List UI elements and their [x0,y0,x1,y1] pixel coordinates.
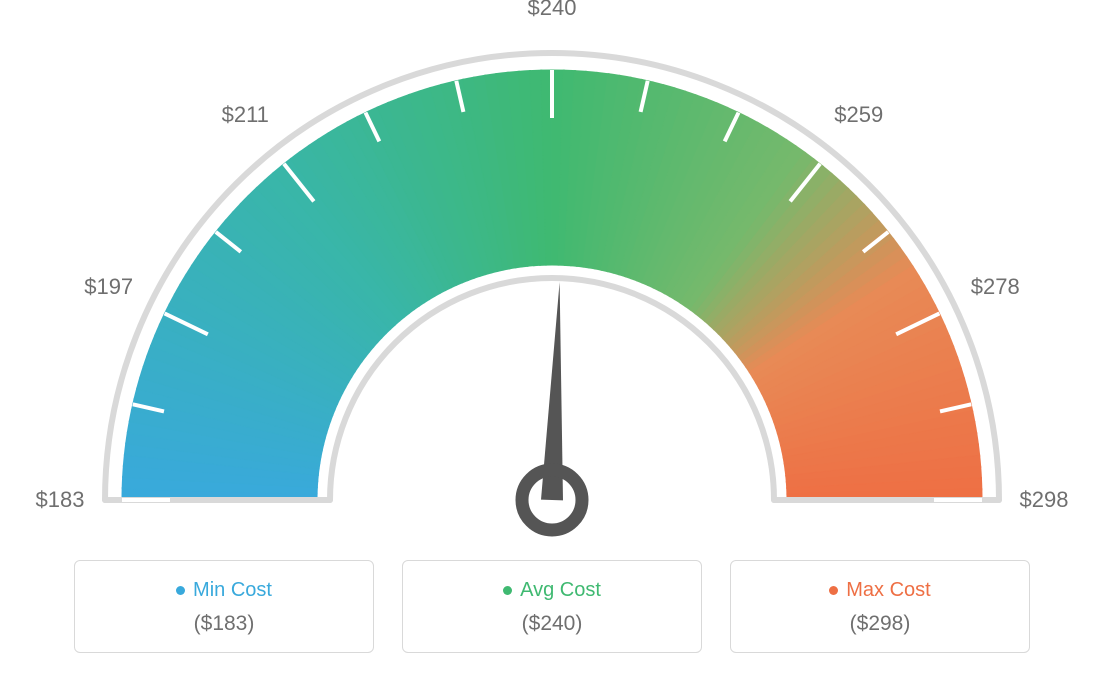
legend-min-label: Min Cost [176,579,272,602]
legend-row: Min Cost ($183) Avg Cost ($240) Max Cost… [0,560,1104,653]
legend-card-max: Max Cost ($298) [730,560,1030,653]
legend-card-min: Min Cost ($183) [74,560,374,653]
gauge-tick-label: $197 [84,274,133,300]
gauge-svg [0,0,1104,550]
gauge-tick-label: $298 [1020,487,1069,513]
legend-card-avg: Avg Cost ($240) [402,560,702,653]
gauge-chart: $183 $197 $211 $240 $259 $278 $298 [0,0,1104,550]
gauge-tick-label: $211 [222,102,269,128]
gauge-tick-label: $240 [528,0,577,21]
legend-avg-value: ($240) [413,612,691,636]
gauge-tick-label: $183 [36,487,85,513]
legend-max-label: Max Cost [829,579,930,602]
gauge-tick-label: $259 [834,102,883,128]
legend-max-value: ($298) [741,612,1019,636]
gauge-tick-label: $278 [971,274,1020,300]
legend-min-value: ($183) [85,612,363,636]
legend-avg-label: Avg Cost [503,579,601,602]
